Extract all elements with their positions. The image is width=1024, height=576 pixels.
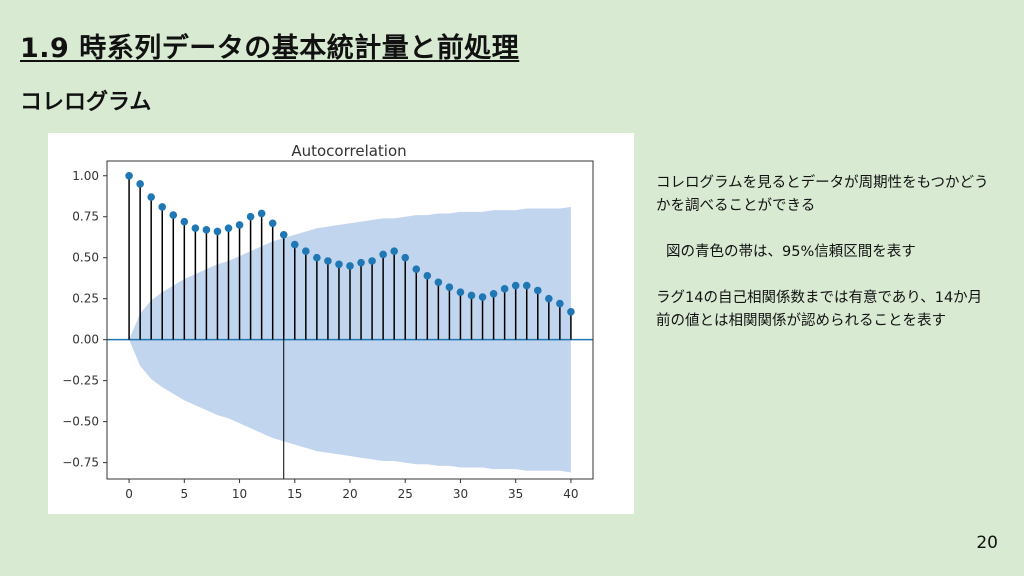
acf-point	[335, 260, 343, 269]
acf-point	[125, 171, 133, 180]
acf-point	[511, 281, 520, 290]
acf-point	[235, 221, 244, 229]
acf-point	[313, 253, 321, 262]
acf-point	[434, 278, 443, 287]
acf-point	[556, 299, 564, 308]
acf-point	[346, 262, 354, 270]
acf-point	[357, 258, 365, 267]
y-tick-label: 0.75	[72, 210, 99, 224]
acf-point	[500, 285, 509, 293]
explanation-lag14: ラグ14の自己相関係数までは有意であり、14か月前の値とは相関関係が認められるこ…	[656, 290, 983, 329]
acf-point	[368, 257, 376, 265]
acf-point	[202, 226, 211, 234]
x-tick-label: 25	[398, 487, 413, 501]
acf-point	[423, 271, 432, 280]
acf-point	[324, 257, 332, 265]
y-tick-label: −0.50	[62, 415, 99, 429]
acf-point	[158, 203, 167, 211]
acf-point	[390, 247, 398, 255]
x-tick-label: 35	[508, 487, 523, 501]
explanation-periodicity: コレログラムを見るとデータが周期性をもつかどうかを調べることができる	[656, 175, 989, 214]
x-tick-label: 40	[563, 487, 578, 501]
acf-point	[191, 224, 200, 233]
acf-point	[545, 294, 553, 303]
x-tick-label: 0	[125, 487, 133, 501]
x-tick-label: 30	[453, 487, 468, 501]
y-tick-label: 1.00	[72, 169, 99, 183]
acf-point	[412, 265, 421, 273]
x-tick-label: 5	[180, 487, 188, 501]
y-tick-label: 0.50	[72, 251, 99, 265]
acf-point	[279, 230, 288, 239]
y-tick-label: 0.25	[72, 292, 99, 306]
explanation-confidence-band: 図の青色の帯は、95%信頼区間を表す	[666, 244, 916, 260]
y-tick-label: −0.25	[62, 374, 99, 388]
acf-point	[467, 291, 476, 300]
acf-point	[268, 219, 277, 228]
acf-point	[302, 247, 310, 255]
acf-point	[136, 180, 144, 188]
acf-point	[213, 227, 222, 236]
acf-point	[379, 250, 387, 259]
acf-point	[456, 288, 465, 296]
acf-point	[567, 308, 575, 316]
acf-point	[445, 283, 454, 292]
y-tick-label: 0.00	[72, 333, 99, 347]
x-tick-label: 20	[342, 487, 357, 501]
acf-plot-svg: Autocorrelation 1.00 0.75 0.50 0.25 0.00 −0.2…	[62, 142, 594, 501]
acf-point	[489, 289, 498, 298]
acf-point	[290, 240, 299, 249]
acf-point	[246, 212, 255, 221]
acf-point	[169, 211, 178, 219]
y-tick-label: −0.75	[62, 456, 99, 470]
acf-point	[522, 281, 531, 290]
acf-point	[478, 293, 487, 301]
acf-point	[147, 193, 155, 201]
acf-point	[180, 217, 189, 226]
chart-title: Autocorrelation	[291, 142, 406, 160]
explanation-text: コレログラムを見るとデータが周期性をもつかどうかを調べることができる 図の青色の…	[656, 172, 996, 356]
acf-point	[533, 286, 542, 295]
acf-point	[401, 253, 410, 262]
x-tick-label: 10	[232, 487, 247, 501]
page-number: 20	[976, 533, 998, 553]
slide-title: 1.9 時系列データの基本統計量と前処理	[20, 33, 520, 64]
section-title: コレログラム	[20, 90, 152, 115]
x-tick-label: 15	[287, 487, 302, 501]
acf-point	[224, 224, 233, 233]
autocorrelation-chart: Autocorrelation 1.00 0.75 0.50 0.25 0.00 −0.2…	[48, 133, 634, 514]
acf-point	[257, 209, 266, 218]
